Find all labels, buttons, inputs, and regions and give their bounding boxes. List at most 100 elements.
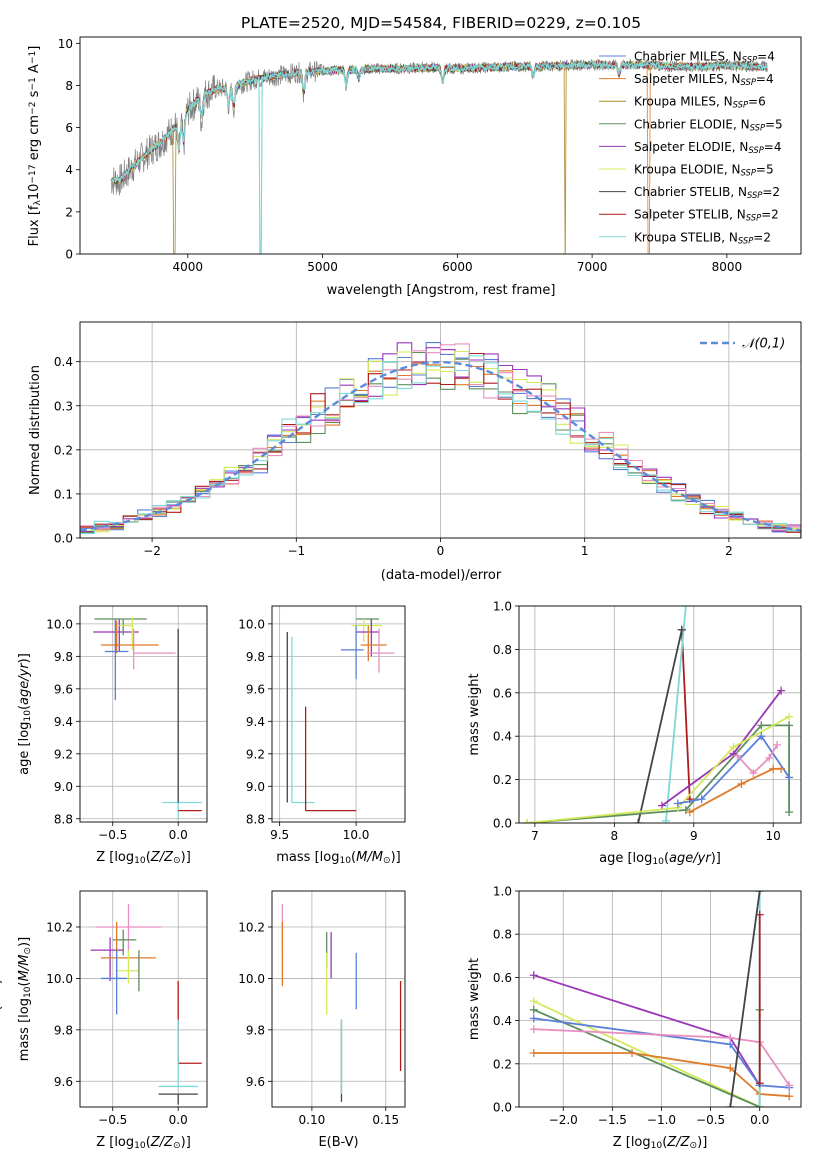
x-tick-label: −0.5: [98, 828, 127, 842]
y-axis-label: Flux [fλ10−17 erg cm−2 s−1 A−1]: [27, 46, 43, 247]
weight-marker: [529, 971, 538, 980]
y-axis-label: age [log10(age/yr)]: [17, 653, 33, 775]
x-axis-label: age [log10(age/yr)]: [599, 851, 721, 867]
weight-marker: [529, 997, 538, 1006]
y-tick-label: 9.2: [246, 747, 265, 761]
x-tick-label: 0: [437, 544, 445, 558]
weight-marker: [733, 751, 742, 760]
axes-frame: [79, 890, 208, 1108]
plot-area: [80, 342, 801, 538]
y-tick-label: 0.4: [493, 1014, 512, 1028]
x-axis-label: Z [log10(Z/Z⊙)]: [96, 850, 191, 866]
axes-frame: [79, 321, 802, 539]
weight-series: [533, 1017, 790, 1089]
weight-marker: [529, 1025, 538, 1034]
weight-series: [729, 891, 761, 1107]
y-tick-label: 0.3: [54, 399, 73, 413]
weight-series: [637, 629, 683, 823]
plot-area: [110, 58, 768, 254]
weight-marker: [785, 808, 794, 817]
y-tick-label: 6: [65, 121, 73, 135]
weight-marker: [627, 1049, 636, 1057]
axes-frame: [518, 890, 802, 1108]
x-tick-label: 8000: [712, 260, 743, 274]
x-tick-label: −1.0: [647, 1113, 676, 1127]
legend-label: Salpeter STELIB, NSSP=2: [634, 208, 779, 223]
x-tick-label: −0.5: [98, 1113, 127, 1127]
y-tick-label: 0.4: [493, 730, 512, 744]
weight-series: [665, 606, 687, 821]
y-tick-label: 9.2: [54, 747, 73, 761]
weight-marker: [681, 606, 690, 610]
y-tick-label: 0.2: [54, 443, 73, 457]
y-tick-label: 9.4: [54, 715, 73, 729]
weight-marker: [769, 764, 778, 773]
weight-series: [736, 744, 778, 775]
x-tick-label: 6000: [442, 260, 473, 274]
weight-series: [680, 629, 691, 800]
weight-marker: [737, 779, 746, 788]
legend-label: Kroupa MILES, NSSP=6: [634, 95, 766, 110]
x-axis-label: (data-model)/error: [381, 568, 502, 583]
y-tick-label: 8: [65, 79, 73, 93]
x-tick-label: 10: [766, 829, 781, 843]
x-tick-label: 0.15: [372, 1113, 399, 1127]
weight-series: [533, 1028, 790, 1086]
y-tick-label: 0.2: [493, 1057, 512, 1071]
weight-marker: [661, 816, 670, 823]
weight-marker: [755, 891, 764, 895]
x-tick-label: −0.5: [696, 1113, 725, 1127]
legend-label: Chabrier ELODIE, NSSP=5: [634, 117, 783, 132]
weight-marker: [697, 795, 706, 804]
weight-marker: [634, 819, 643, 823]
x-tick-label: 2: [725, 544, 733, 558]
weight-series: [533, 1008, 761, 1107]
plot-area: [522, 606, 794, 823]
x-tick-label: 1: [581, 544, 589, 558]
legend-label: Kroupa ELODIE, NSSP=5: [634, 163, 774, 178]
plot-age-vs-Z: −0.5 0.0 8.8 9.0 9.2 9.4 9.6 9.8 10.0: [46, 605, 208, 842]
legend-label: Kroupa STELIB, NSSP=2: [634, 230, 771, 245]
y-tick-label: 0.0: [493, 1101, 512, 1115]
weight-marker: [677, 625, 686, 634]
weight-marker: [685, 808, 694, 817]
y-tick-label: 10.0: [46, 972, 73, 986]
y-tick-label: 9.0: [54, 780, 73, 794]
legend-label: Salpeter ELODIE, NSSP=4: [634, 140, 782, 155]
axes-frame: [271, 890, 406, 1108]
x-tick-label: 0.10: [299, 1113, 326, 1127]
y-tick-label: 10.2: [46, 921, 73, 935]
y-tick-label: 8.8: [246, 812, 265, 826]
x-tick-label: −2: [143, 544, 161, 558]
axes-frame: [271, 605, 406, 823]
x-tick-label: −2.0: [549, 1113, 578, 1127]
x-axis-label: mass [log10(M/M⊙)]: [276, 850, 400, 866]
plot-area: [286, 618, 395, 812]
y-tick-label: 0.2: [493, 773, 512, 787]
y-tick-label: 9.4: [246, 715, 265, 729]
y-axis-label: mass weight: [467, 673, 482, 755]
plot-residuals: −2 −1 0 1 2 0.0 0.1 0.2 0.3 0.4: [54, 321, 802, 558]
plot-area: [93, 617, 202, 819]
legend-label: Chabrier STELIB, NSSP=2: [634, 185, 780, 200]
weight-marker: [757, 721, 766, 730]
weight-marker: [777, 764, 786, 773]
x-tick-label: −1: [287, 544, 305, 558]
weight-marker: [765, 753, 774, 762]
axes-frame: [518, 605, 802, 824]
y-tick-label: 10.0: [46, 617, 73, 631]
x-tick-label: 7000: [577, 260, 608, 274]
weight-marker: [522, 819, 531, 823]
y-tick-label: 10.0: [238, 617, 265, 631]
y-tick-label: 9.8: [54, 1023, 73, 1037]
y-tick-label: 0.0: [493, 817, 512, 831]
y-tick-label: 0: [65, 248, 73, 262]
histogram-series: [80, 355, 801, 538]
y-tick-label: 9.8: [246, 1023, 265, 1037]
plot-mass-vs-EBV: 0.10 0.15 9.6 9.8 10.0 10.2: [238, 890, 406, 1127]
x-tick-label: 0.0: [169, 828, 188, 842]
legend-label: Salpeter MILES, NSSP=4: [634, 72, 774, 87]
weight-marker: [749, 769, 758, 778]
y-tick-label: 0.0: [54, 532, 73, 546]
